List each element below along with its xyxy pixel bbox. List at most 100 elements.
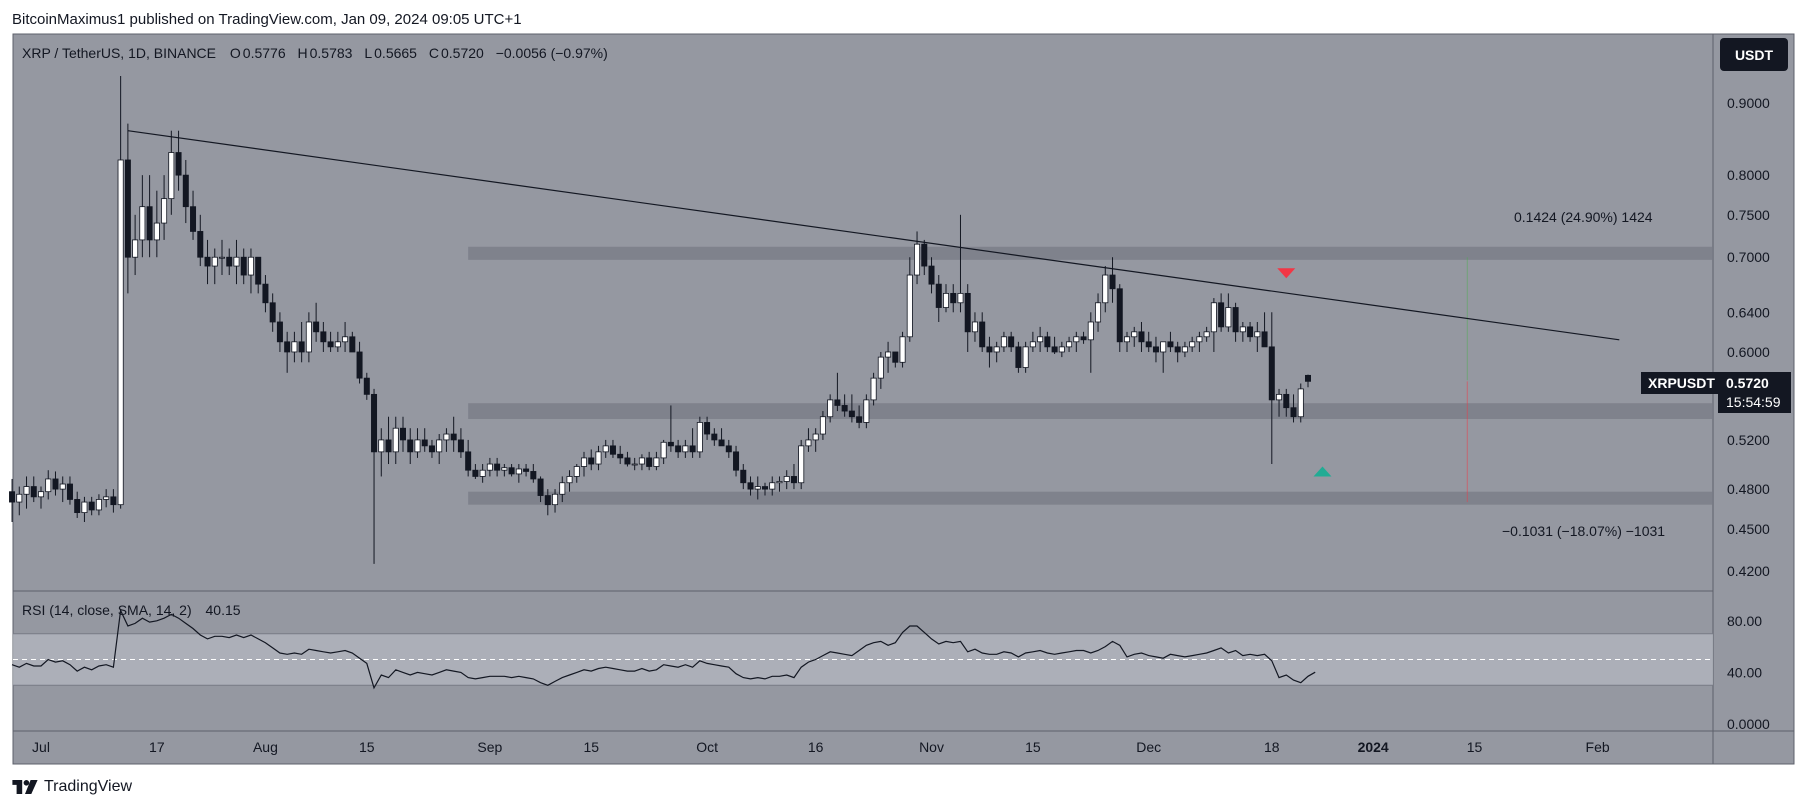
candle-down <box>465 451 472 471</box>
markers-layer <box>1277 268 1332 477</box>
candle-up <box>95 499 102 511</box>
candle-down <box>523 468 530 472</box>
candle-down <box>1080 336 1087 341</box>
bullish-arrow-icon <box>1313 466 1332 477</box>
low-value: 0.5665 <box>374 45 417 61</box>
candle-down <box>1015 346 1022 368</box>
time-tick: 2024 <box>1358 739 1389 755</box>
price-axis-labels: 0.9000 0.8000 0.7500 0.7000 0.6400 0.6000 0.52… <box>1727 95 1770 579</box>
candle-up <box>59 483 66 490</box>
time-tick: Feb <box>1586 739 1610 755</box>
candle-up <box>139 206 146 241</box>
candle-down <box>1305 374 1312 382</box>
candle-up <box>1102 274 1109 304</box>
time-tick: Aug <box>253 739 278 755</box>
candle-up <box>38 491 45 498</box>
candle-up <box>486 463 493 471</box>
candle-down <box>349 336 356 353</box>
candle-up <box>776 481 783 484</box>
time-tick: 17 <box>149 739 165 755</box>
candle-down <box>711 433 718 441</box>
candle-down <box>1138 331 1145 343</box>
candle-up <box>16 493 23 503</box>
candle-down <box>494 463 501 471</box>
candle-down <box>1051 346 1058 353</box>
price-tick: 0.8000 <box>1727 167 1770 183</box>
candle-up <box>1276 393 1283 401</box>
candle-down <box>1167 341 1174 348</box>
candle-down <box>356 351 363 379</box>
candle-down <box>399 427 406 441</box>
candle-down <box>88 501 95 511</box>
candle-up <box>218 256 225 259</box>
symbol-legend[interactable]: XRP / TetherUS, 1D, BINANCE O 0.5776 H 0.5… <box>22 45 608 61</box>
candle-up <box>161 198 168 224</box>
zones-layer <box>468 246 1713 505</box>
candle-down <box>1268 346 1275 401</box>
candle-down <box>52 478 59 490</box>
candle-up <box>305 321 312 353</box>
time-axis-labels: Jul 17 Aug 15 Sep 15 Oct 16 Nov 15 Dec 18 2024 15 Feb <box>32 739 1610 755</box>
candle-up <box>132 239 139 258</box>
candle-up <box>342 336 349 343</box>
low-label: L <box>364 45 372 61</box>
descending-trendline <box>127 130 1620 341</box>
time-tick: 15 <box>1467 739 1483 755</box>
rsi-label: RSI (14, close, SMA, 14, 2) <box>22 602 192 618</box>
candle-up <box>378 439 385 453</box>
candle-down <box>421 439 428 447</box>
rsi-line <box>11 608 1316 690</box>
price-tick: 0.9000 <box>1727 95 1770 111</box>
candle-down <box>725 445 732 453</box>
time-tick: 15 <box>359 739 375 755</box>
candle-up <box>1073 336 1080 343</box>
candle-up <box>1058 346 1065 353</box>
price-tick: 0.4500 <box>1727 521 1770 537</box>
candle-down <box>1261 331 1268 348</box>
candle-down <box>30 486 37 498</box>
candle-up <box>103 496 110 500</box>
main-pane-bg[interactable] <box>12 33 1714 592</box>
candle-down <box>530 471 537 480</box>
high-label: H <box>298 45 308 61</box>
time-tick: Oct <box>696 739 718 755</box>
candle-up <box>696 422 703 453</box>
candle-up <box>436 439 443 453</box>
rsi-tick: 0.0000 <box>1727 716 1770 732</box>
candle-down <box>1218 302 1225 328</box>
candle-down <box>841 405 848 412</box>
candle-up <box>1196 336 1203 343</box>
candle-up <box>1029 341 1036 348</box>
rsi-tick: 40.00 <box>1727 664 1762 680</box>
candle-down <box>856 416 863 423</box>
candle-down <box>313 321 320 333</box>
candle-down <box>950 292 957 304</box>
badge-symbol: XRPUSDT <box>1648 375 1715 391</box>
candle-down <box>1283 393 1290 409</box>
candle-down <box>704 422 711 435</box>
candle-down <box>276 321 283 343</box>
rsi-layer <box>11 608 1713 690</box>
candle-down <box>327 341 334 348</box>
candle-up <box>168 152 175 200</box>
candle-down <box>740 469 747 484</box>
candlestick-chart[interactable]: 0.9000 0.8000 0.7500 0.7000 0.6400 0.6000 0.52… <box>0 0 1807 780</box>
trendline-layer <box>127 130 1620 341</box>
candle-up <box>1210 302 1217 333</box>
candle-up <box>870 377 877 401</box>
candle-down <box>762 486 769 490</box>
candle-down <box>928 265 935 285</box>
rsi-legend[interactable]: RSI (14, close, SMA, 14, 2) 40.15 <box>22 602 241 618</box>
change-value: −0.0056 (−0.97%) <box>496 45 608 61</box>
rsi-value: 40.15 <box>206 602 241 618</box>
high-value: 0.5783 <box>310 45 353 61</box>
candle-up <box>1189 341 1196 348</box>
candle-up <box>914 243 921 276</box>
candle-down <box>124 159 131 258</box>
tradingview-brand[interactable]: TradingView <box>12 778 132 796</box>
currency-button[interactable]: USDT <box>1720 38 1788 71</box>
candle-up <box>291 341 298 353</box>
candle-down <box>1152 346 1159 353</box>
candle-down <box>1232 307 1239 333</box>
candle-down <box>646 457 653 467</box>
